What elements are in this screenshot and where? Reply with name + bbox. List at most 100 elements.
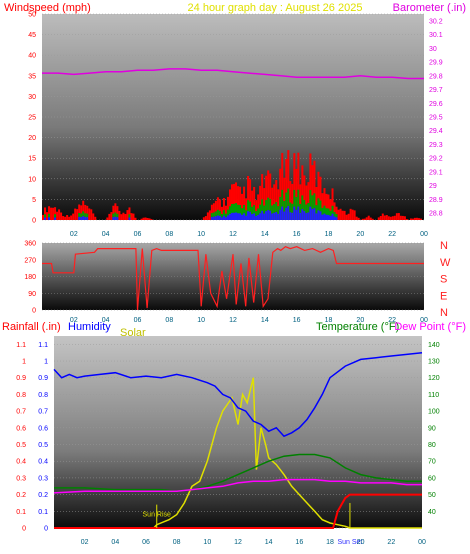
humidity-y-tick: 0.4 <box>38 459 48 466</box>
barometer-y-tick: 29.4 <box>429 128 443 135</box>
temperature-y-tick: 60 <box>428 475 436 482</box>
chart-title: 24 hour graph day : August 26 2025 <box>188 2 363 14</box>
windspeed-low-bar <box>295 209 298 220</box>
windspeed-bar <box>309 153 312 220</box>
direction-y-tick: 180 <box>24 274 36 281</box>
windspeed-low-bar <box>305 213 308 220</box>
direction-x-tick: 12 <box>229 317 237 324</box>
direction-x-tick: 14 <box>261 317 269 324</box>
windspeed-bar <box>88 208 91 220</box>
windspeed-low-bar <box>216 215 219 220</box>
windspeed-average-bar <box>303 199 306 220</box>
windspeed-bar <box>363 218 366 220</box>
rainfall-y-tick: 0.5 <box>16 442 26 449</box>
windspeed-bar <box>277 189 280 220</box>
windspeed-average-bar <box>84 213 87 220</box>
windspeed-bar <box>417 218 420 220</box>
windspeed-low-bar <box>228 213 231 220</box>
windspeed-average-bar <box>249 201 252 220</box>
windspeed-bar <box>144 217 147 220</box>
wind-direction-series <box>42 246 424 311</box>
windspeed-low-bar <box>313 208 316 220</box>
lower-x-tick: 00 <box>418 539 426 546</box>
sunrise-label: Sun Rise <box>143 511 172 518</box>
windspeed-bar <box>114 203 117 220</box>
windspeed-average-bar <box>82 211 85 220</box>
direction-y-ticks: 0 90 180 270 360 <box>24 241 36 315</box>
rainfall-axis-title: Rainfall (.in) <box>2 321 61 333</box>
windspeed-bar <box>140 218 143 220</box>
windspeed-bar <box>255 200 258 220</box>
windspeed-bar <box>235 182 238 220</box>
windspeed-low-bar <box>333 216 336 220</box>
windspeed-bar <box>50 207 53 220</box>
humidity-y-tick: 0.3 <box>38 475 48 482</box>
barometer-y-tick: 30 <box>429 46 437 53</box>
windspeed-average-bar <box>237 204 240 220</box>
windspeed-bar <box>44 207 47 220</box>
rainfall-y-tick: 0.9 <box>16 375 26 382</box>
windspeed-low-bar <box>309 206 312 220</box>
windspeed-average-bar <box>287 188 290 220</box>
windspeed-x-tick: 10 <box>197 231 205 238</box>
windspeed-bar <box>70 215 73 220</box>
windspeed-y-tick: 45 <box>28 32 36 39</box>
windspeed-low-bar <box>263 213 266 220</box>
windspeed-low-bar <box>275 212 278 220</box>
windspeed-x-tick: 16 <box>293 231 301 238</box>
windspeed-y-tick: 5 <box>32 197 36 204</box>
windspeed-x-ticks: 02 04 06 08 10 12 14 16 18 20 22 00 <box>70 231 428 238</box>
windspeed-average-bar <box>319 200 322 220</box>
windspeed-average-bar <box>233 203 236 220</box>
temperature-y-tick: 140 <box>428 342 440 349</box>
windspeed-low-bar <box>222 215 225 220</box>
windspeed-average-bar <box>331 205 334 220</box>
windspeed-average-bar <box>228 206 231 220</box>
windspeed-bar <box>419 218 422 220</box>
windspeed-average-bar <box>212 212 215 220</box>
windspeed-bar <box>267 170 270 220</box>
windspeed-bar <box>395 213 398 220</box>
windspeed-bar <box>84 204 87 220</box>
windspeed-low-bar <box>279 209 282 220</box>
windspeed-average-bar <box>224 213 227 220</box>
windspeed-bar <box>331 188 334 220</box>
lower-x-tick: 22 <box>387 539 395 546</box>
windspeed-bar <box>210 204 213 220</box>
windspeed-average-bar <box>275 202 278 220</box>
windspeed-bar <box>82 200 85 220</box>
windspeed-bar <box>212 203 215 220</box>
windspeed-bar <box>353 210 356 220</box>
windspeed-average-bar <box>226 209 229 220</box>
windspeed-low-bar <box>114 216 117 220</box>
windspeed-bar <box>279 168 282 220</box>
windspeed-low-bar <box>249 211 252 220</box>
windspeed-average-bar <box>220 214 223 220</box>
windspeed-bar <box>297 152 300 220</box>
windspeed-average-bar <box>317 198 320 220</box>
windspeed-low-bar <box>319 211 322 220</box>
windspeed-low-bar <box>48 217 51 220</box>
windspeed-bar <box>110 212 113 220</box>
windspeed-average-bar <box>114 212 117 220</box>
windspeed-bar <box>349 208 352 220</box>
direction-x-tick: 20 <box>356 317 364 324</box>
windspeed-bar <box>385 215 388 220</box>
windspeed-bar <box>379 216 382 220</box>
windspeed-average-bar <box>222 210 225 220</box>
direction-y-tick: 90 <box>28 291 36 298</box>
temperature-y-tick: 110 <box>428 392 439 399</box>
windspeed-x-tick: 00 <box>420 231 428 238</box>
windspeed-bar <box>220 206 223 220</box>
windspeed-low-bar <box>44 217 47 220</box>
windspeed-bar <box>86 205 89 220</box>
windspeed-bar <box>60 212 63 220</box>
windspeed-low-bar <box>311 209 314 220</box>
windspeed-x-tick: 02 <box>70 231 78 238</box>
windspeed-bar <box>237 186 240 220</box>
windspeed-bar <box>323 188 326 220</box>
rainfall-y-ticks: 0 0 0.1 0.1 0.2 0.2 0.3 0.3 0.4 0.4 0.5 0.5 0.6 0.6 0.… <box>16 342 48 533</box>
lower-x-tick: 06 <box>142 539 150 546</box>
temperature-series <box>54 453 422 493</box>
windspeed-average-bar <box>313 193 316 220</box>
